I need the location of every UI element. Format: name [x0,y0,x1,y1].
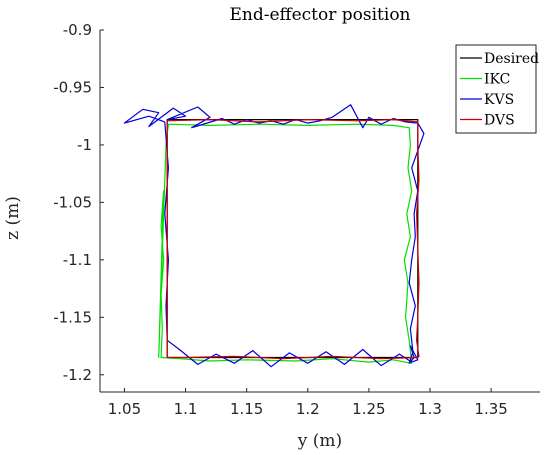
legend-label-ikc: IKC [484,72,510,88]
x-tick-label: 1.35 [474,400,507,418]
x-axis: 1.05 1.1 1.15 1.2 1.25 1.3 1.35 [108,388,508,418]
series-line-ikc [158,123,413,364]
x-tick-label: 1.1 [174,400,198,418]
y-tick-label: -1.15 [53,308,92,326]
y-tick-label: -1.05 [53,193,92,211]
y-tick-label: -1 [77,136,92,154]
y-axis: -0.9 -0.95 -1 -1.05 -1.1 -1.15 -1.2 [53,21,104,384]
legend-label-desired: Desired [484,51,539,67]
y-axis-label: z (m) [3,196,23,240]
x-tick-label: 1.25 [352,400,385,418]
x-tick-label: 1.15 [230,400,263,418]
legend-box [455,44,537,134]
legend: Desired IKC KVS DVS [455,44,539,134]
series-line-kvs [123,104,425,368]
legend-label-dvs: DVS [484,113,515,129]
chart-title: End-effector position [229,5,410,25]
x-axis-label: y (m) [297,431,342,451]
x-tick-label: 1.3 [418,400,442,418]
legend-label-kvs: KVS [484,92,514,108]
y-tick-label: -1.1 [63,251,92,269]
y-tick-label: -1.2 [63,366,92,384]
x-tick-label: 1.05 [108,400,141,418]
y-tick-label: -0.9 [63,21,92,39]
series-line-dvs [166,118,420,360]
x-tick-label: 1.2 [296,400,320,418]
y-tick-label: -0.95 [53,78,92,96]
